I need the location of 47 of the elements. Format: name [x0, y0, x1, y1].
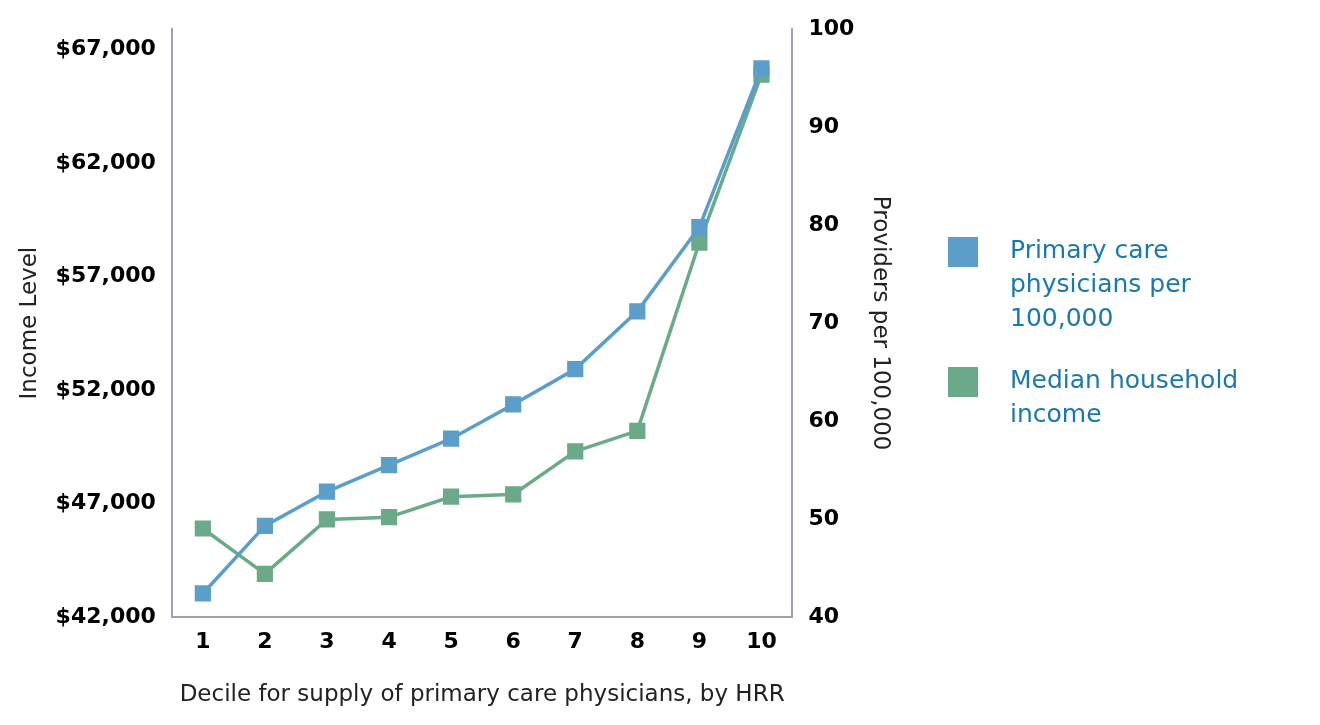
y-axis-title: Income Level — [14, 246, 41, 400]
x-tick-label: 6 — [505, 627, 521, 653]
y-tick-label: $62,000 — [55, 148, 156, 174]
y-tick-label: $57,000 — [55, 262, 156, 288]
point — [442, 430, 460, 447]
y2-axis-title: Providers per 100,000 — [869, 195, 896, 451]
y2-tick-label: 80 — [808, 210, 840, 236]
point — [505, 486, 522, 503]
y-tick-label: $42,000 — [55, 602, 156, 628]
point — [567, 361, 584, 378]
y2-tick-label: 70 — [808, 308, 840, 334]
point — [256, 565, 274, 582]
x-tick-label: 4 — [381, 627, 397, 653]
point — [629, 422, 646, 440]
point — [380, 509, 398, 526]
point — [194, 585, 211, 602]
x-tick-label: 7 — [567, 627, 583, 653]
y-tick-label: $47,000 — [55, 489, 156, 515]
y2-tick-label: 40 — [808, 602, 840, 628]
point — [256, 517, 274, 535]
x-axis-title: Decile for supply of primary care physicians, by HRR — [179, 680, 785, 707]
point — [567, 443, 584, 460]
point — [505, 396, 522, 413]
legend-label: Median household income — [1010, 364, 1240, 430]
x-tick-label: 2 — [257, 627, 273, 653]
point — [318, 511, 336, 528]
y-tick-label: $67,000 — [55, 35, 156, 61]
x-tick-label: 1 — [195, 627, 211, 653]
point — [629, 303, 646, 320]
y-tick-label: $52,000 — [55, 375, 156, 401]
y2-tick-label: 90 — [808, 112, 840, 138]
y2-tick-label: 100 — [808, 14, 855, 40]
point — [318, 483, 336, 500]
point — [194, 520, 211, 537]
point — [691, 234, 708, 251]
x-tick-label: 8 — [629, 627, 645, 653]
point — [380, 457, 398, 474]
legend-label: Primary care physicians per 100,000 — [1010, 234, 1192, 334]
x-tick-label: 5 — [443, 627, 459, 653]
x-tick-label: 3 — [319, 627, 335, 653]
x-tick-label: 9 — [691, 627, 708, 653]
point — [691, 218, 708, 236]
point — [753, 60, 770, 77]
y2-tick-label: 50 — [808, 504, 840, 530]
x-tick-label: 10 — [746, 627, 777, 653]
point — [442, 488, 460, 505]
y2-tick-label: 60 — [808, 406, 840, 432]
